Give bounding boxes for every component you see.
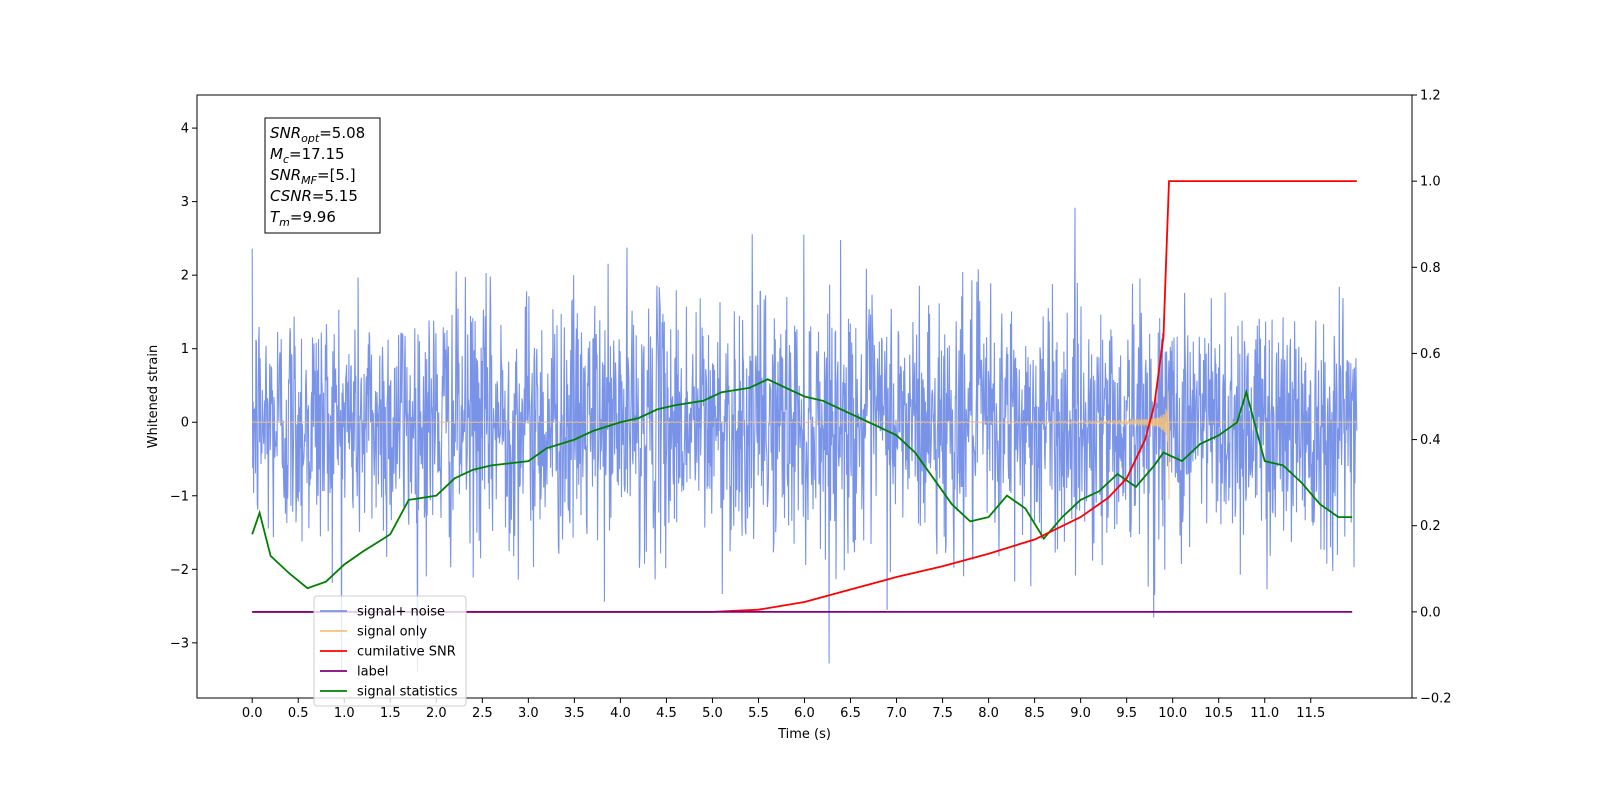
y-axis-right: −0.2 0.0 0.2 0.4 0.6 0.8 1.0 1.2 (1412, 89, 1452, 707)
x-tick-label: 1.5 (380, 706, 401, 721)
y-right-tick-label: 1.0 (1420, 175, 1441, 190)
x-tick-label: 1.0 (334, 706, 355, 721)
x-tick-label: 5.0 (702, 706, 723, 721)
legend: signal+ noise signal only cumilative SNR la… (313, 595, 467, 707)
y-right-tick-label: 1.2 (1420, 89, 1441, 104)
x-tick-label: 3.5 (564, 706, 585, 721)
y-left-tick-label: 1 (181, 342, 189, 357)
annotation-symbol: SNR (270, 166, 301, 184)
legend-label: label (357, 665, 388, 680)
legend-label: cumilative SNR (357, 645, 456, 660)
x-tick-label: 2.5 (472, 706, 493, 721)
y-left-tick-label: −1 (170, 489, 189, 504)
x-tick-label: 7.0 (886, 706, 907, 721)
annotation-value: =17.15 (289, 145, 345, 163)
x-tick-label: 11.0 (1250, 706, 1279, 721)
annotation-symbol: M (270, 145, 283, 163)
y-left-tick-label: 0 (181, 416, 189, 431)
annotation-frame (264, 117, 381, 234)
legend-label: signal statistics (357, 685, 458, 700)
annotation-line: Tm=9.96 (270, 208, 336, 229)
y-right-tick-label: 0.8 (1420, 261, 1441, 276)
y-left-tick-label: −3 (170, 636, 189, 651)
y-left-tick-label: 4 (181, 122, 189, 137)
x-tick-label: 0.0 (242, 706, 263, 721)
x-tick-label: 7.5 (932, 706, 953, 721)
annotation-line: SNRopt=5.08 (270, 124, 365, 145)
y-right-tick-label: 0.4 (1420, 433, 1441, 448)
x-axis: 0.0 0.5 1.0 1.5 2.0 2.5 3.0 3.5 4.0 4.5 5.0 5.5 6.0 6… (242, 698, 1325, 721)
annotation-subscript: opt (301, 132, 320, 145)
annotation-value: =5.15 (312, 187, 358, 205)
x-tick-label: 9.0 (1070, 706, 1091, 721)
signal-noise-series (251, 207, 1358, 673)
x-axis-label: Time (s) (777, 727, 831, 742)
signal-only-line (252, 390, 1357, 500)
x-tick-label: 2.0 (426, 706, 447, 721)
annotation-symbol: SNR (270, 124, 301, 142)
annotation-subscript: c (283, 153, 289, 166)
x-tick-label: 4.0 (610, 706, 631, 721)
annotation-symbol: T (270, 208, 281, 226)
x-tick-label: 3.0 (518, 706, 539, 721)
signal-statistics-line (251, 378, 1353, 590)
y-left-tick-label: 2 (181, 269, 189, 284)
cumilative-snr-line (252, 180, 1357, 613)
y-right-tick-label: 0.0 (1420, 605, 1441, 620)
x-tick-label: 6.5 (840, 706, 861, 721)
legend-label: signal+ noise (357, 605, 445, 620)
annotation-line: CSNR=5.15 (270, 187, 358, 205)
annotation-symbol: CSNR (270, 187, 312, 205)
x-tick-label: 4.5 (656, 706, 677, 721)
x-tick-label: 0.5 (288, 706, 309, 721)
annotation-subscript: MF (301, 174, 317, 187)
y-right-tick-label: −0.2 (1420, 692, 1452, 707)
x-tick-label: 5.5 (748, 706, 769, 721)
annotation-line: Mc=17.15 (270, 145, 345, 166)
annotation-box: SNRopt=5.08Mc=17.15SNRMF=[5.]CSNR=5.15Tm… (264, 117, 381, 234)
annotation-subscript: m (279, 216, 290, 229)
x-tick-label: 8.5 (1024, 706, 1045, 721)
x-tick-label: 11.5 (1296, 706, 1325, 721)
x-tick-label: 6.0 (794, 706, 815, 721)
y-left-tick-label: −2 (170, 563, 189, 578)
signal-noise-line (251, 207, 1358, 673)
legend-frame (313, 595, 467, 707)
annotation-value: =5.08 (319, 124, 365, 142)
y-left-tick-label: 3 (181, 195, 189, 210)
y-right-tick-label: 0.6 (1420, 347, 1441, 362)
signal-only-series (252, 390, 1357, 500)
y-axis-label: Whitened strain (146, 345, 161, 448)
y-axis-left: −3 −2 −1 0 1 2 3 4 (170, 122, 197, 651)
x-tick-label: 10.5 (1204, 706, 1233, 721)
x-tick-label: 10.0 (1158, 706, 1187, 721)
x-tick-label: 8.0 (978, 706, 999, 721)
annotation-line: SNRMF=[5.] (270, 166, 356, 187)
annotation-value: =9.96 (290, 208, 336, 226)
legend-label: signal only (357, 625, 427, 640)
y-right-tick-label: 0.2 (1420, 519, 1441, 534)
x-tick-label: 9.5 (1116, 706, 1137, 721)
annotation-value: =[5.] (317, 166, 356, 184)
